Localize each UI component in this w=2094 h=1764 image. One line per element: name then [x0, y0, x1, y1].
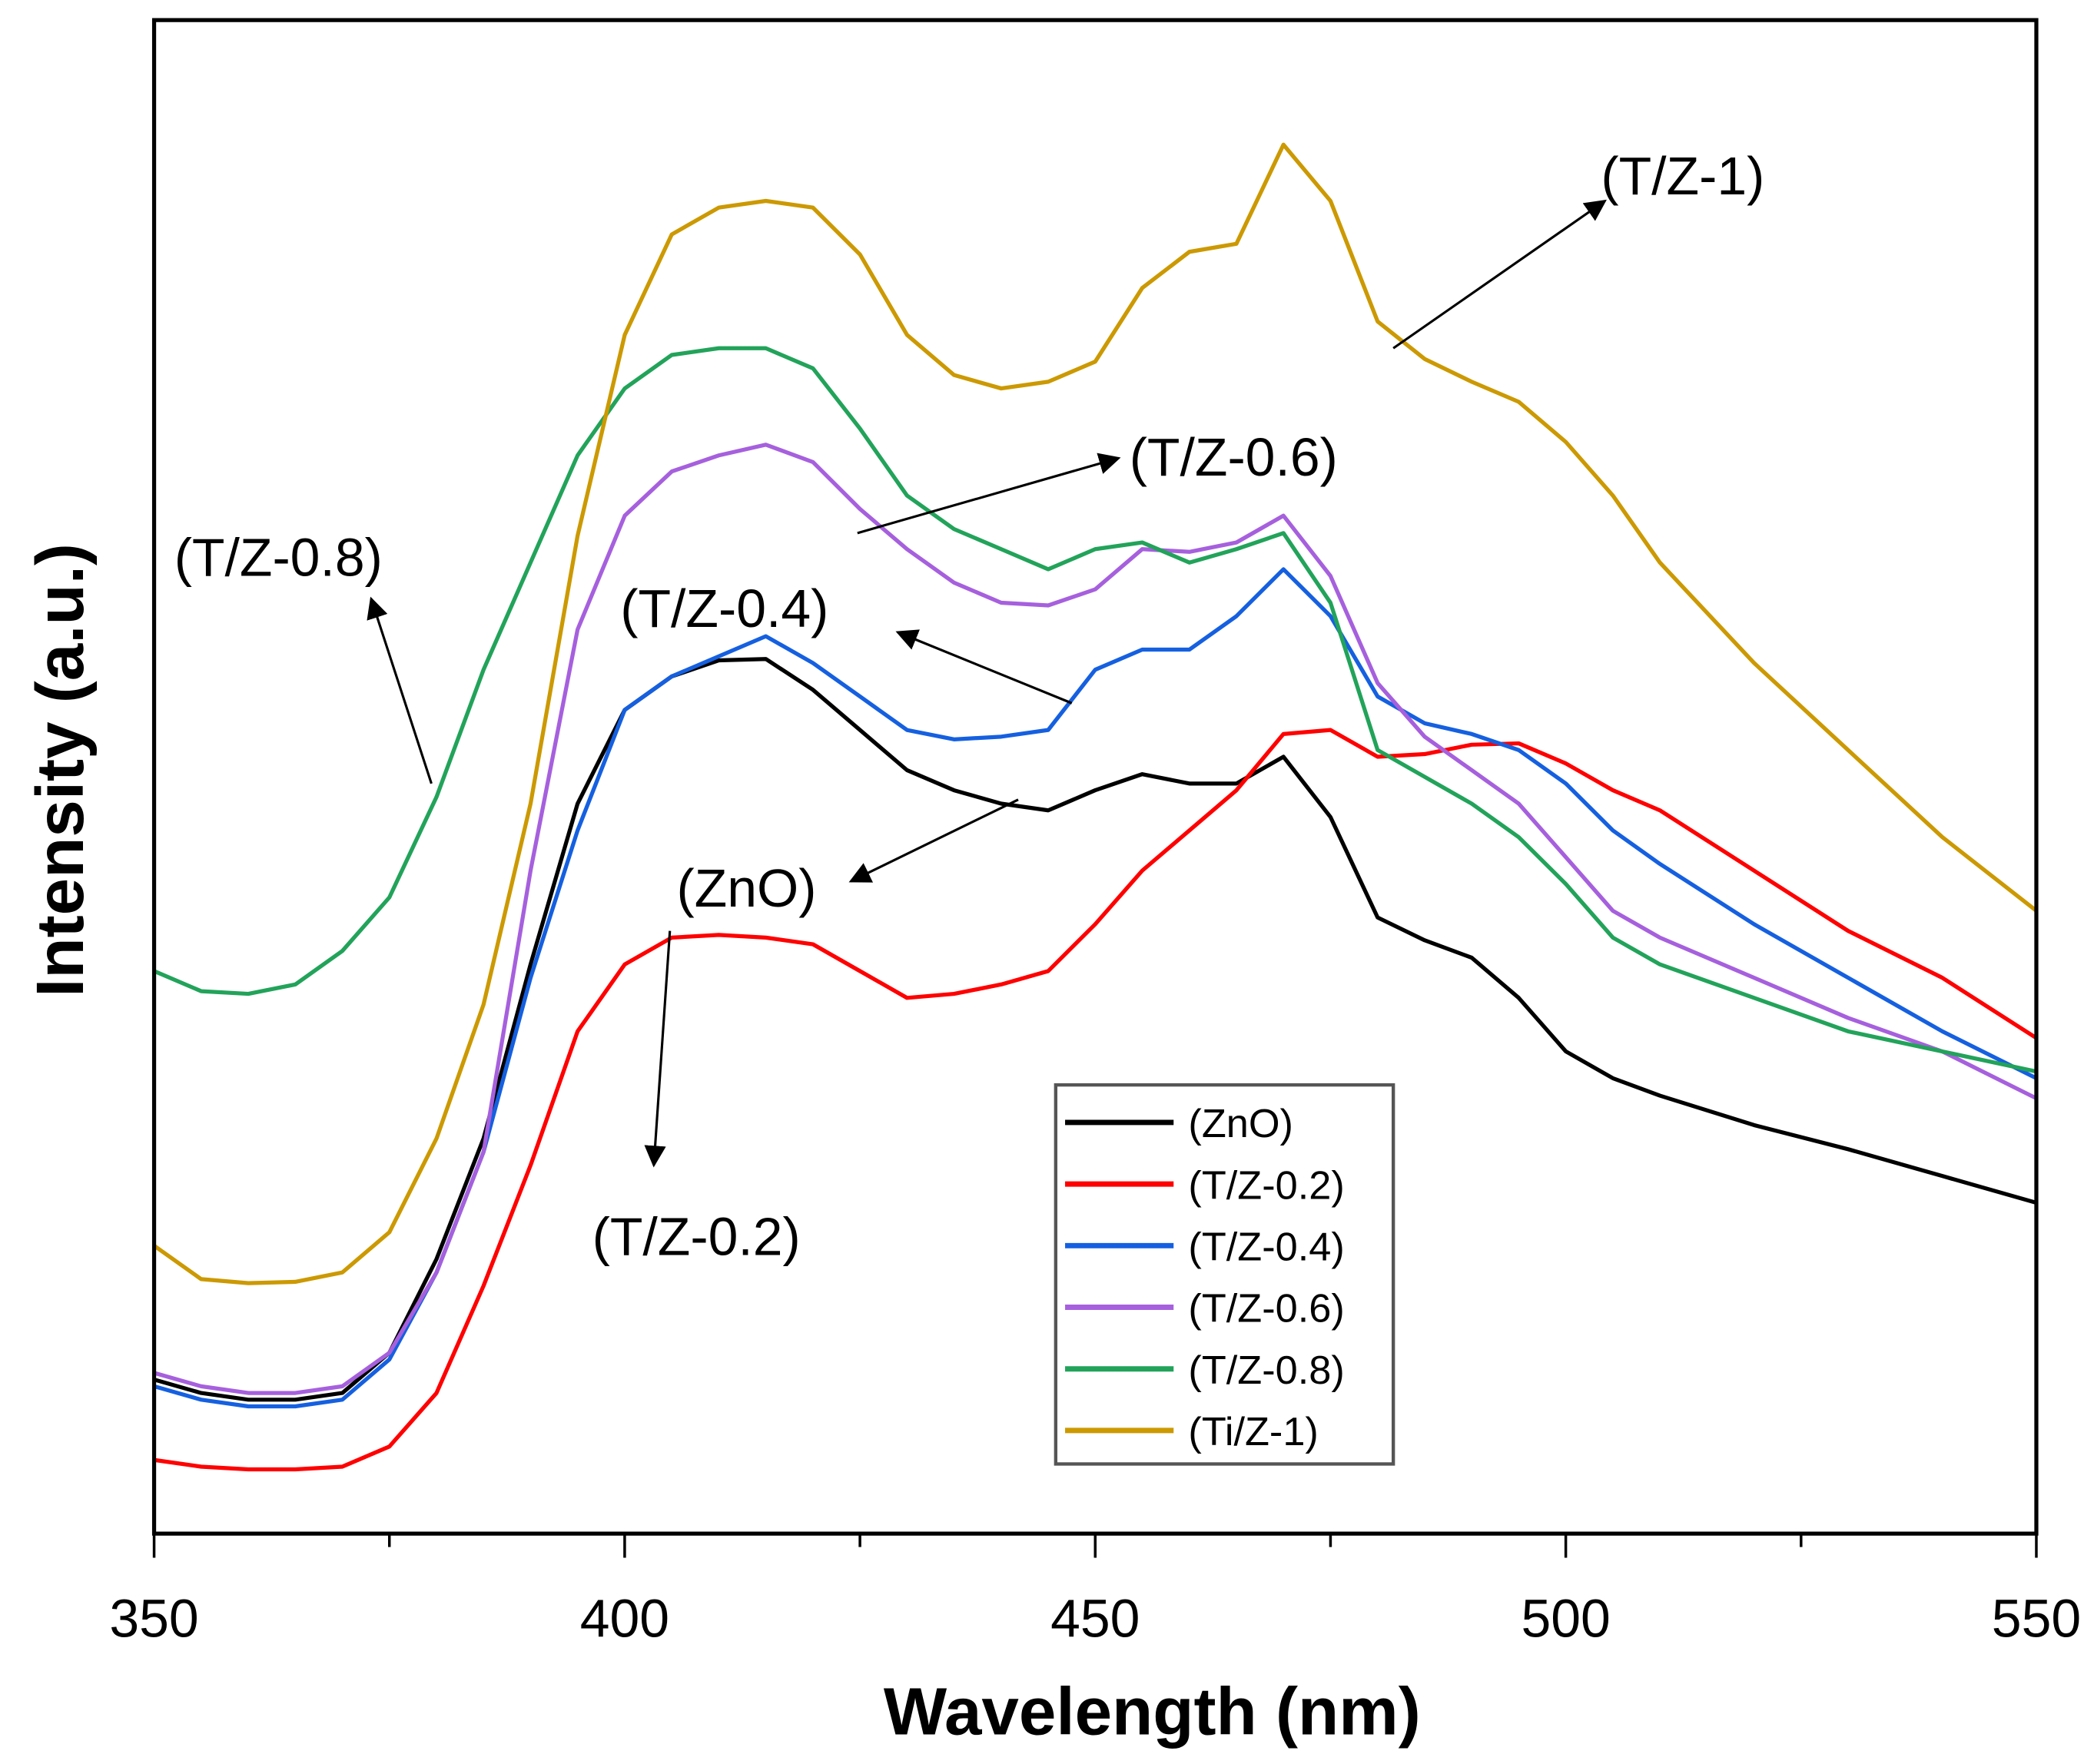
- series-line-ti-z-1: [153, 142, 2038, 1285]
- legend-label: (T/Z-0.2): [1188, 1163, 1344, 1208]
- legend-label: (T/Z-0.6): [1188, 1287, 1344, 1331]
- series-layer: [153, 142, 2038, 1472]
- legend-label: (T/Z-0.4): [1188, 1225, 1344, 1269]
- arrow-tz08: [367, 596, 433, 784]
- x-tick-label: 400: [580, 1588, 669, 1648]
- x-axis-title: Wavelength (nm): [884, 1675, 1421, 1749]
- x-tick-label: 450: [1050, 1588, 1140, 1648]
- annotation-tz08: (T/Z-0.8): [174, 528, 383, 588]
- annotation-tz04: (T/Z-0.4): [620, 579, 828, 638]
- x-tick-label: 500: [1521, 1588, 1610, 1648]
- legend-label: (ZnO): [1188, 1102, 1293, 1146]
- x-tick-label: 550: [1992, 1588, 2081, 1648]
- series-line-t-z-0-8: [153, 346, 2037, 1074]
- series-line-t-z-0-2: [154, 728, 2038, 1472]
- arrow-tz1: [1392, 199, 1607, 350]
- arrow-zno: [848, 798, 1019, 883]
- y-axis-title: Intensity (a.u.): [23, 543, 98, 997]
- legend-box: [1054, 1083, 1395, 1466]
- x-tick-label: 350: [109, 1588, 198, 1648]
- legend-label: (Ti/Z-1): [1188, 1410, 1318, 1454]
- annotation-tz1: (T/Z-1): [1601, 146, 1764, 206]
- legend: (ZnO) (T/Z-0.2) (T/Z-0.4) (T/Z-0.6) (T/Z-0.8…: [1054, 1083, 1395, 1466]
- series-line-t-z-0-6: [153, 443, 2038, 1395]
- arrow-tz06: [857, 453, 1121, 535]
- annotation-tz02: (T/Z-0.2): [592, 1207, 801, 1267]
- series-line-zno: [153, 657, 2037, 1402]
- arrow-tz04: [895, 629, 1073, 705]
- annotation-zno: (ZnO): [676, 858, 816, 918]
- annotations: [367, 199, 1607, 1168]
- x-axis: 350 400 450 500 550: [109, 1534, 2081, 1648]
- arrow-tz02: [644, 930, 672, 1168]
- annotation-tz06: (T/Z-0.6): [1130, 427, 1338, 487]
- legend-label: (T/Z-0.8): [1188, 1348, 1344, 1393]
